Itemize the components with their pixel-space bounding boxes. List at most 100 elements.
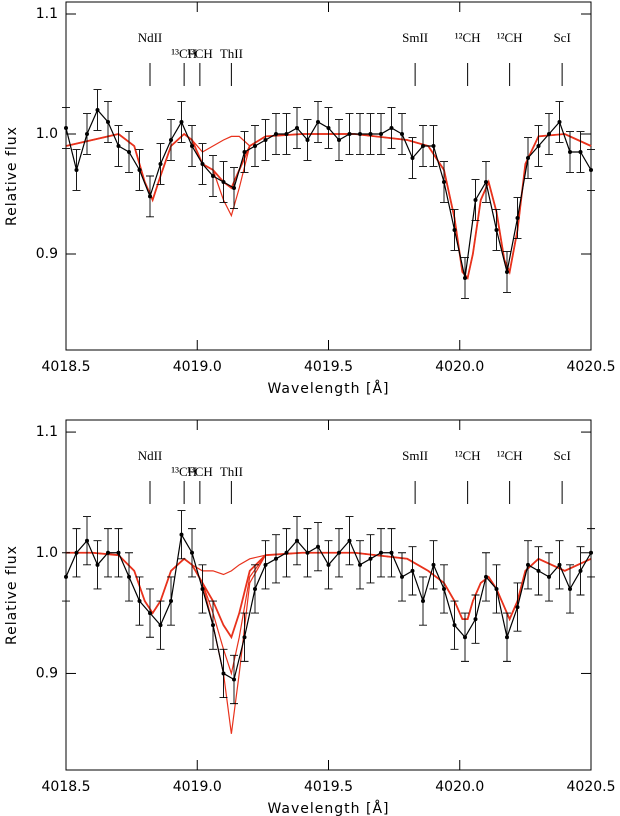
x-tick-label: 4020.5 [567,779,616,795]
data-point [358,132,362,136]
line-label: ScI [553,30,570,45]
data-point [190,550,194,555]
data-point [127,574,131,579]
line-label: ThII [220,46,243,61]
data-point [463,276,467,280]
data-point [589,168,593,172]
line-label: ScI [553,448,570,463]
x-tick-label: 4020.0 [435,779,484,795]
data-point [421,599,425,604]
data-point [211,623,215,628]
data-point [326,126,331,130]
data-point [368,132,373,136]
line-label: ¹²CH [455,30,481,45]
data-point [484,180,488,184]
data-point [316,120,320,124]
line-label: ¹³CH [171,464,197,479]
data-point [421,144,425,148]
line-label: NdII [138,30,163,45]
data-point [431,144,436,148]
line-label: ¹²CH [497,30,523,45]
data-point [578,150,583,154]
data-point [232,186,236,190]
data-point [515,216,520,220]
line-label: ¹³CH [171,46,197,61]
data-point [473,617,478,622]
data-point [536,568,541,573]
data-point [148,194,152,199]
data-point [232,677,236,682]
data-point [379,550,383,555]
data-point [295,126,299,130]
data-point [473,198,478,202]
data-point [148,611,152,616]
x-axis-title: Wavelength [Å] [267,800,389,816]
x-tick-label: 4019.5 [304,359,353,375]
x-tick-label: 4019.0 [173,359,222,375]
data-point [116,550,121,555]
data-point [242,150,247,154]
data-point [179,120,184,124]
line-label: ¹²CH [497,448,523,463]
data-point [95,108,100,112]
data-point [200,586,205,591]
data-point [263,138,268,142]
data-point [389,550,394,555]
data-point [515,605,520,610]
x-tick-label: 4018.5 [42,359,91,375]
data-point [305,138,310,142]
data-point [85,538,89,543]
y-tick-label: 1.0 [36,126,58,142]
x-tick-label: 4018.5 [42,779,91,795]
data-point [221,180,226,184]
data-point [463,635,467,640]
data-point [557,120,562,124]
data-point [442,586,446,591]
data-point [494,586,499,591]
data-point [547,132,551,136]
line-label: ¹³CH [187,464,213,479]
data-point [431,562,436,567]
data-point [305,550,310,555]
data-point [547,574,551,579]
data-point [568,586,572,591]
line-label: NdII [138,448,163,463]
data-point [253,586,257,591]
data-point [526,156,530,160]
data-point [74,168,79,172]
plot-frame [65,1,592,351]
data-point [410,156,415,160]
data-point [64,574,68,579]
data-point [494,228,499,232]
panel: 4018.5 4019.0 4019.5 4020.0 4020.5 0.9 1.0 1.1 W… [4,1,616,397]
data-point [116,144,121,148]
data-point [158,623,163,628]
data-point [557,562,562,567]
data-point [284,132,289,136]
data-point [337,138,341,142]
line-label: ThII [220,464,243,479]
line-label: ¹²CH [455,448,481,463]
y-tick-label: 1.0 [36,545,58,561]
data-point [452,623,457,628]
data-point [442,180,446,184]
data-point [85,132,89,136]
data-point [169,599,173,604]
data-point [106,120,110,124]
line-label: SmII [402,30,428,45]
data-point [410,568,415,573]
data-point [347,132,352,136]
data-point [284,550,289,555]
model-line [65,133,592,280]
data-point [221,671,226,676]
data-point [589,550,593,555]
data-point [64,126,68,130]
data-point [179,532,184,537]
data-point [274,556,278,561]
data-point [326,562,331,567]
data-point [505,270,509,274]
data-point [484,574,488,579]
data-point [127,150,131,154]
data-point [169,138,173,142]
data-point [253,144,257,148]
